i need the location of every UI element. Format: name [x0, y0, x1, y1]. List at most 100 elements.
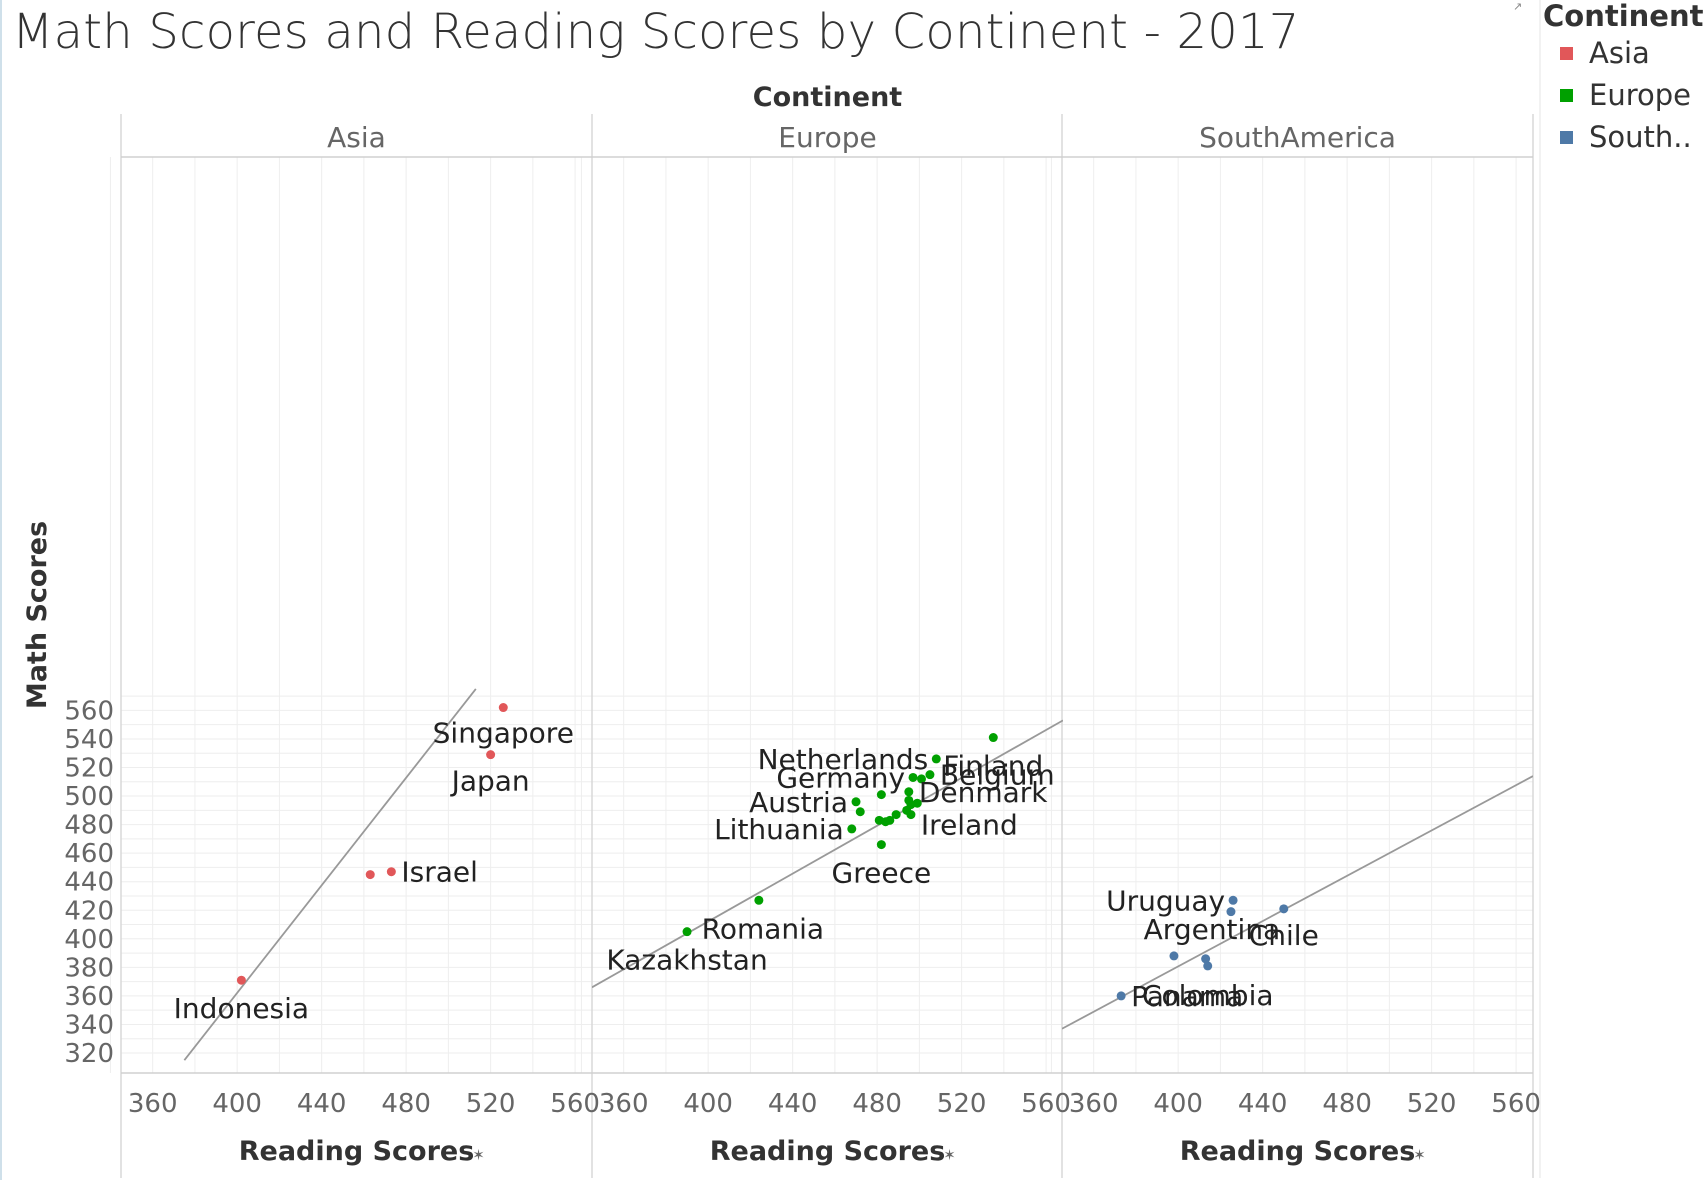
data-point-panama[interactable]	[1116, 991, 1126, 1001]
data-point-israel[interactable]	[386, 867, 396, 877]
column-header-europe[interactable]: Europe	[778, 121, 876, 154]
data-point-greece[interactable]	[876, 840, 886, 850]
point-label-indonesia: Indonesia	[174, 992, 309, 1025]
legend-label-europe: Europe	[1589, 78, 1691, 112]
data-point[interactable]	[876, 790, 886, 800]
data-point-netherlands[interactable]	[931, 754, 941, 764]
data-point-romania[interactable]	[754, 895, 764, 905]
data-point-kazakhstan[interactable]	[682, 927, 692, 937]
data-point-austria[interactable]	[851, 797, 861, 807]
trend-line-europe	[592, 719, 1063, 989]
point-label-kazakhstan: Kazakhstan	[606, 944, 767, 977]
y-tick-label: 340	[64, 1010, 114, 1040]
point-label-singapore: Singapore	[433, 717, 574, 750]
panel-frames	[120, 0, 1541, 1178]
trend-line-southamerica	[1062, 775, 1533, 1030]
data-point-denmark[interactable]	[904, 787, 914, 797]
y-axis-title[interactable]: Math Scores	[22, 521, 53, 709]
chart-title: Math Scores and Reading Scores by Contin…	[12, 4, 1300, 60]
data-point[interactable]	[1201, 954, 1211, 964]
column-header-southamerica[interactable]: SouthAmerica	[1199, 121, 1396, 154]
point-label-panama: Panama	[1131, 980, 1243, 1013]
column-header-asia[interactable]: Asia	[327, 121, 386, 154]
point-label-greece: Greece	[832, 857, 932, 890]
x-tick-label: 440	[1238, 1089, 1288, 1119]
point-label-ireland: Ireland	[921, 809, 1018, 842]
popout-icon[interactable]: ↗	[1513, 0, 1523, 13]
data-point-uruguay[interactable]	[1228, 895, 1238, 905]
data-point[interactable]	[891, 810, 901, 820]
point-label-argentina: Argentina	[1144, 913, 1281, 946]
data-point[interactable]	[916, 774, 926, 784]
data-point[interactable]	[1226, 907, 1236, 917]
legend-item-europe[interactable]: Europe	[1543, 74, 1703, 116]
y-tick-label: 400	[64, 925, 114, 955]
point-label-uruguay: Uruguay	[1106, 884, 1225, 917]
y-tick-label: 460	[64, 839, 114, 869]
data-point[interactable]	[855, 807, 865, 817]
pin-icon[interactable]: ✶	[943, 1146, 956, 1164]
x-tick-label: 440	[297, 1089, 347, 1119]
x-tick-label: 480	[1322, 1089, 1372, 1119]
point-label-germany: Germany	[776, 761, 905, 794]
y-tick-label: 420	[64, 896, 114, 926]
data-point-argentina[interactable]	[1169, 951, 1179, 961]
point-labels: Singapore Japan Israel Indonesia Finland Neth…	[174, 717, 1319, 1026]
data-points	[236, 703, 1289, 1001]
y-tick-label: 380	[64, 953, 114, 983]
data-point-ireland[interactable]	[906, 810, 916, 820]
trend-lines	[183, 688, 1533, 1061]
point-label-japan: Japan	[450, 765, 530, 798]
point-label-belgium: Belgium	[940, 759, 1055, 792]
axes: 3203403603804004204404604805005205405603…	[22, 82, 1541, 1167]
trend-line-asia	[183, 688, 477, 1061]
point-label-netherlands: Netherlands	[758, 743, 929, 776]
data-point-germany[interactable]	[908, 772, 918, 782]
pin-icon[interactable]: ✶	[472, 1146, 485, 1164]
y-tick-label: 480	[64, 811, 114, 841]
data-point-chile[interactable]	[1279, 904, 1289, 914]
x-axis-title[interactable]: Reading Scores	[1180, 1136, 1416, 1167]
data-point-lithuania[interactable]	[847, 824, 857, 834]
y-tick-label: 320	[64, 1039, 114, 1069]
x-tick-label: 360	[599, 1089, 649, 1119]
legend-label-asia: Asia	[1589, 36, 1650, 70]
y-tick-label: 540	[64, 725, 114, 755]
x-tick-label: 400	[1153, 1089, 1203, 1119]
data-point[interactable]	[881, 817, 891, 827]
y-tick-label: 360	[64, 982, 114, 1012]
point-label-lithuania: Lithuania	[714, 813, 844, 846]
y-tick-label: 560	[64, 696, 114, 726]
x-tick-label: 520	[466, 1089, 516, 1119]
x-axis-title[interactable]: Reading Scores	[239, 1136, 475, 1167]
data-point-colombia[interactable]	[1203, 961, 1213, 971]
x-tick-label: 560	[550, 1089, 600, 1119]
point-label-austria: Austria	[749, 786, 848, 819]
legend-item-asia[interactable]: Asia	[1543, 32, 1703, 74]
x-tick-label: 360	[128, 1089, 178, 1119]
x-tick-label: 360	[1069, 1089, 1119, 1119]
x-tick-label: 520	[937, 1089, 987, 1119]
point-label-chile: Chile	[1249, 919, 1319, 952]
legend-swatch-europe	[1560, 88, 1573, 102]
legend-item-south-america[interactable]: South..	[1543, 116, 1703, 158]
data-point-finland[interactable]	[988, 733, 998, 743]
pin-icon[interactable]: ✶	[1413, 1146, 1426, 1164]
point-label-denmark: Denmark	[919, 776, 1048, 809]
data-point[interactable]	[365, 870, 375, 880]
point-label-colombia: Colombia	[1142, 979, 1274, 1012]
data-point-singapore[interactable]	[498, 703, 508, 713]
legend-swatch-asia	[1560, 46, 1573, 60]
data-point-indonesia[interactable]	[236, 975, 246, 985]
x-axis-title[interactable]: Reading Scores	[710, 1136, 946, 1167]
x-tick-label: 560	[1491, 1089, 1541, 1119]
data-point-belgium[interactable]	[925, 770, 935, 780]
y-tick-label: 500	[64, 782, 114, 812]
x-tick-label: 480	[852, 1089, 902, 1119]
x-tick-label: 400	[212, 1089, 262, 1119]
data-point-japan[interactable]	[486, 750, 496, 760]
column-header-title: Continent	[753, 82, 903, 113]
x-tick-label: 520	[1407, 1089, 1457, 1119]
